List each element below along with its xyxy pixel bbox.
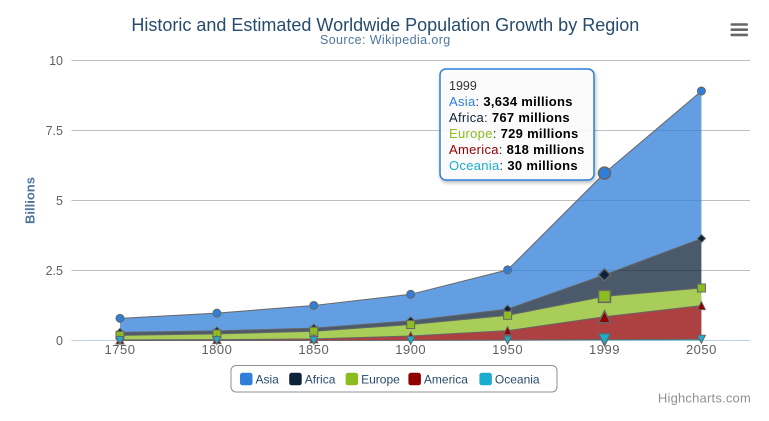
svg-text:1900: 1900 [395, 342, 426, 357]
svg-text:10: 10 [49, 54, 63, 68]
svg-text:Billions: Billions [23, 177, 38, 224]
svg-text:Africa: 767 millions: Africa: 767 millions [449, 110, 570, 125]
svg-text:5: 5 [56, 194, 63, 208]
svg-text:Historic and Estimated Worldwi: Historic and Estimated Worldwide Populat… [131, 15, 639, 35]
svg-text:1750: 1750 [105, 342, 136, 357]
svg-text:Oceania: 30 millions: Oceania: 30 millions [449, 158, 578, 173]
svg-text:Source: Wikipedia.org: Source: Wikipedia.org [320, 33, 451, 47]
svg-text:Africa: Africa [305, 373, 336, 387]
svg-text:0: 0 [56, 334, 63, 348]
svg-text:Highcharts.com: Highcharts.com [658, 391, 751, 406]
svg-text:1800: 1800 [201, 342, 232, 357]
svg-text:America: 818 millions: America: 818 millions [449, 142, 585, 157]
svg-text:Asia: 3,634 millions: Asia: 3,634 millions [449, 94, 573, 109]
svg-text:Asia: Asia [256, 373, 280, 387]
svg-text:Europe: 729 millions: Europe: 729 millions [449, 126, 579, 141]
svg-text:Oceania: Oceania [495, 373, 540, 387]
svg-text:1999: 1999 [449, 79, 477, 93]
svg-text:7.5: 7.5 [46, 124, 63, 138]
svg-text:1950: 1950 [492, 342, 523, 357]
svg-text:America: America [424, 373, 468, 387]
svg-text:1850: 1850 [298, 342, 329, 357]
svg-text:1999: 1999 [589, 342, 620, 357]
svg-text:Europe: Europe [361, 373, 400, 387]
svg-text:2050: 2050 [686, 342, 717, 357]
svg-text:2.5: 2.5 [46, 264, 63, 278]
